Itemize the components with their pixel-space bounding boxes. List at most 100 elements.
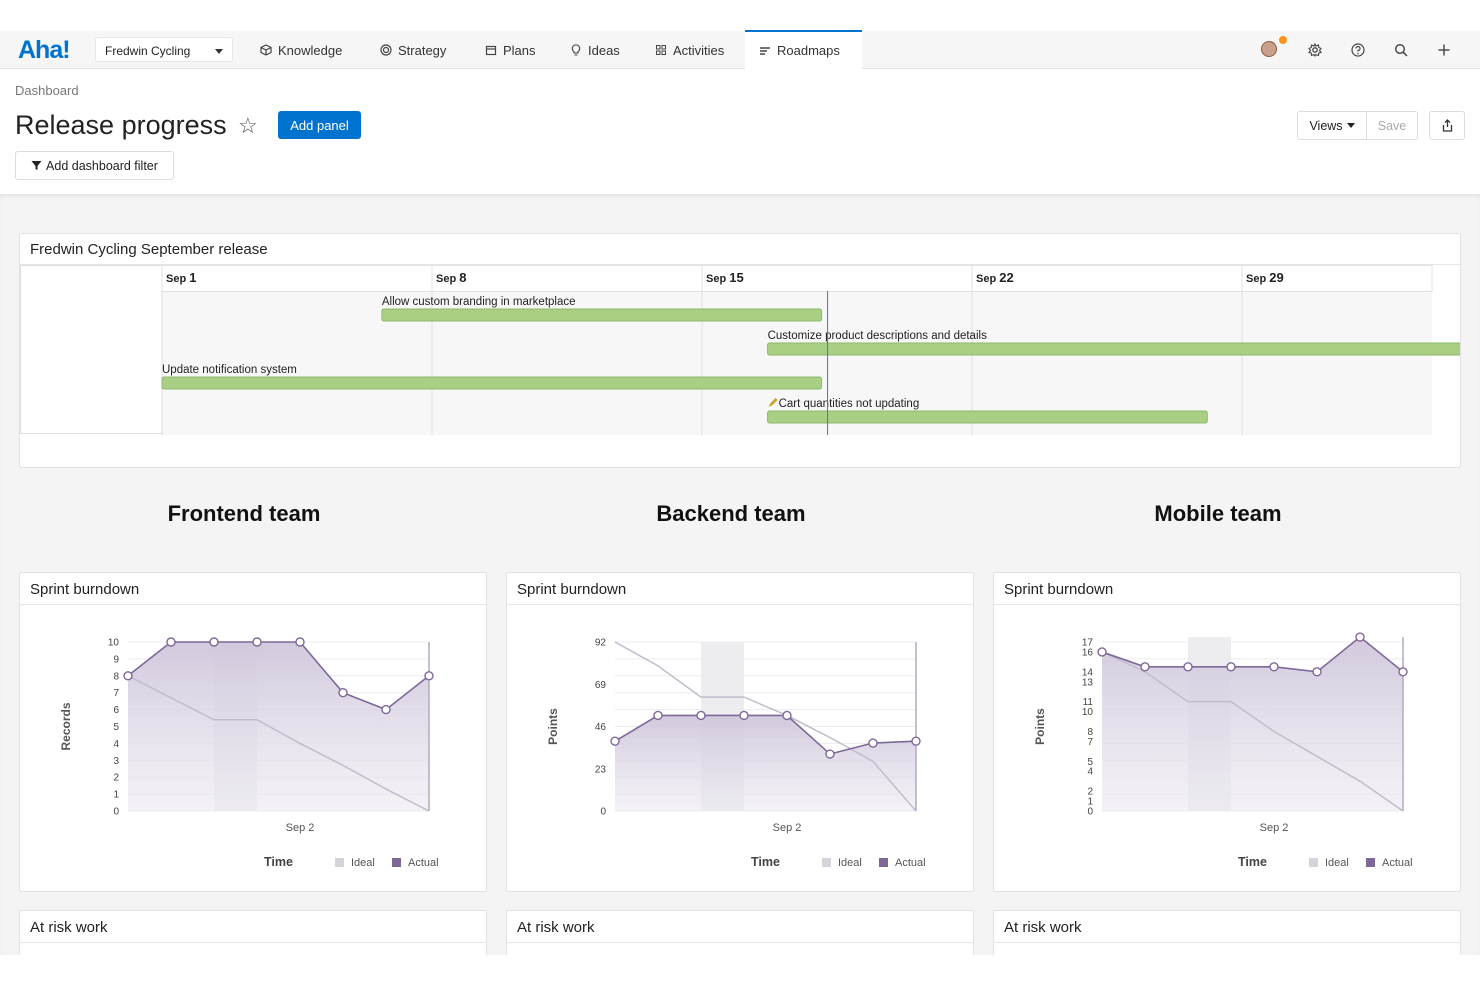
actual-point bbox=[610, 736, 620, 746]
team-title-frontend: Frontend team bbox=[167, 501, 321, 526]
tab-label: Roadmaps bbox=[777, 43, 840, 58]
aha-logo[interactable]: Aha! bbox=[18, 36, 71, 64]
legend-actual-swatch bbox=[879, 858, 888, 867]
roadmap-bar bbox=[767, 410, 1208, 424]
breadcrumb[interactable]: Dashboard bbox=[15, 83, 79, 98]
tab-plans[interactable]: Plans bbox=[471, 31, 550, 69]
x-axis-label: Time bbox=[264, 855, 293, 869]
roadmap-date-label: Sep 29 bbox=[1246, 270, 1284, 285]
actual-area bbox=[615, 715, 916, 811]
actual-area bbox=[1102, 637, 1403, 811]
workspace-label: Fredwin Cycling bbox=[105, 44, 191, 58]
roadmap-bar-label: Cart quantities not updating bbox=[779, 398, 920, 410]
y-tick-label: 17 bbox=[1082, 638, 1094, 649]
tab-activities[interactable]: Activities bbox=[641, 31, 738, 69]
y-tick-label: 5 bbox=[1087, 757, 1093, 768]
roadmap-bar-label: Customize product descriptions and detai… bbox=[768, 330, 988, 342]
burndown-panel: Sprint burndown 0 1 2 3 4 5 6 7 8 9 10 Records Sep 2… bbox=[19, 572, 487, 892]
actual-point bbox=[696, 710, 706, 721]
share-button[interactable] bbox=[1429, 111, 1465, 140]
grid-icon bbox=[656, 45, 666, 55]
actual-point bbox=[1097, 647, 1107, 657]
y-tick-label: 0 bbox=[1087, 807, 1093, 818]
legend-ideal-label: Ideal bbox=[351, 857, 375, 869]
actual-point bbox=[338, 687, 348, 698]
plus-icon[interactable] bbox=[1435, 41, 1453, 59]
roadmap-date-header bbox=[161, 265, 1433, 292]
tab-roadmaps[interactable]: Roadmaps bbox=[745, 30, 862, 69]
x-axis-label: Time bbox=[1238, 855, 1267, 869]
x-tick-label: Sep 2 bbox=[286, 822, 315, 834]
ideal-line bbox=[127, 675, 430, 812]
panel-title[interactable]: At risk work bbox=[994, 911, 1460, 943]
burndown-chart: 0 23 46 69 92 Points Sep 2 Time Ideal Actual bbox=[546, 638, 926, 870]
y-tick-label: 0 bbox=[600, 807, 606, 818]
add-filter-button[interactable]: Add dashboard filter bbox=[15, 151, 174, 180]
panel-title[interactable]: Fredwin Cycling September release bbox=[20, 234, 1460, 265]
notification-dot bbox=[1279, 36, 1287, 44]
y-tick-label: 2 bbox=[113, 773, 119, 784]
burndown-panel: Sprint burndown 0 1 2 4 5 7 8 10 11 13 14 16 17 Point… bbox=[993, 572, 1461, 892]
y-tick-label: 23 bbox=[595, 764, 607, 775]
views-button[interactable]: Views bbox=[1297, 111, 1367, 140]
tab-strategy[interactable]: Strategy bbox=[366, 31, 460, 69]
actual-point bbox=[1226, 662, 1236, 672]
page-title: Release progress bbox=[15, 110, 227, 140]
actual-point bbox=[252, 637, 262, 647]
views-label: Views bbox=[1309, 118, 1343, 133]
ideal-line bbox=[1101, 651, 1404, 812]
panel-title[interactable]: At risk work bbox=[507, 911, 973, 943]
actual-point bbox=[1312, 667, 1322, 677]
y-axis-label: Points bbox=[546, 708, 560, 745]
star-icon[interactable]: ☆ bbox=[238, 113, 258, 138]
help-icon[interactable] bbox=[1349, 41, 1367, 59]
y-tick-label: 4 bbox=[113, 739, 119, 750]
roadmap-bar bbox=[381, 308, 823, 322]
at-risk-panel: At risk work bbox=[19, 910, 487, 960]
actual-point bbox=[381, 704, 391, 715]
actual-point bbox=[1183, 662, 1193, 672]
actual-point bbox=[424, 671, 434, 681]
legend-actual-label: Actual bbox=[1382, 857, 1413, 869]
legend-actual-swatch bbox=[392, 858, 401, 867]
actual-point bbox=[295, 637, 305, 647]
y-tick-label: 1 bbox=[113, 790, 119, 801]
strategy-icon bbox=[380, 44, 392, 56]
workspace-select[interactable]: Fredwin Cycling bbox=[95, 37, 233, 62]
roadmap-date-label: Sep 8 bbox=[436, 270, 466, 285]
add-filter-label: Add dashboard filter bbox=[46, 158, 158, 173]
panel-title[interactable]: At risk work bbox=[20, 911, 486, 943]
actual-point bbox=[209, 637, 219, 647]
roadmap-icon bbox=[760, 46, 770, 55]
roadmap-date-label: Sep 15 bbox=[706, 270, 744, 285]
panel-title[interactable]: Sprint burndown bbox=[507, 573, 973, 605]
team-title-mobile: Mobile team bbox=[1154, 501, 1282, 526]
roadmap-date-label: Sep 22 bbox=[976, 270, 1014, 285]
y-axis-label: Points bbox=[1033, 708, 1047, 745]
search-icon[interactable] bbox=[1392, 41, 1410, 59]
y-tick-label: 2 bbox=[1087, 787, 1093, 798]
knowledge-icon bbox=[260, 44, 272, 56]
actual-point bbox=[739, 710, 749, 721]
legend-actual-label: Actual bbox=[408, 857, 439, 869]
tab-ideas[interactable]: Ideas bbox=[556, 31, 634, 69]
chevron-down-icon bbox=[215, 49, 223, 54]
y-tick-label: 10 bbox=[108, 638, 120, 649]
settings-icon[interactable] bbox=[1306, 41, 1324, 59]
save-button[interactable]: Save bbox=[1366, 111, 1418, 140]
team-title-backend: Backend team bbox=[656, 501, 806, 526]
avatar[interactable] bbox=[1261, 41, 1277, 57]
y-tick-label: 14 bbox=[1082, 667, 1094, 678]
burndown-chart: 0 1 2 3 4 5 6 7 8 9 10 Records Sep 2 Time Ideal Actual bbox=[59, 637, 439, 869]
tab-label: Strategy bbox=[398, 42, 447, 58]
tab-knowledge[interactable]: Knowledge bbox=[246, 31, 356, 69]
panel-title[interactable]: Sprint burndown bbox=[20, 573, 486, 605]
actual-point bbox=[1140, 662, 1150, 672]
add-panel-button[interactable]: Add panel bbox=[278, 111, 361, 139]
burndown-panel: Sprint burndown 0 23 46 69 92 Points Sep 2 Time… bbox=[506, 572, 974, 892]
x-tick-label: Sep 2 bbox=[1260, 822, 1289, 834]
y-tick-label: 6 bbox=[113, 705, 119, 716]
panel-title[interactable]: Sprint burndown bbox=[994, 573, 1460, 605]
y-tick-label: 92 bbox=[595, 638, 607, 649]
